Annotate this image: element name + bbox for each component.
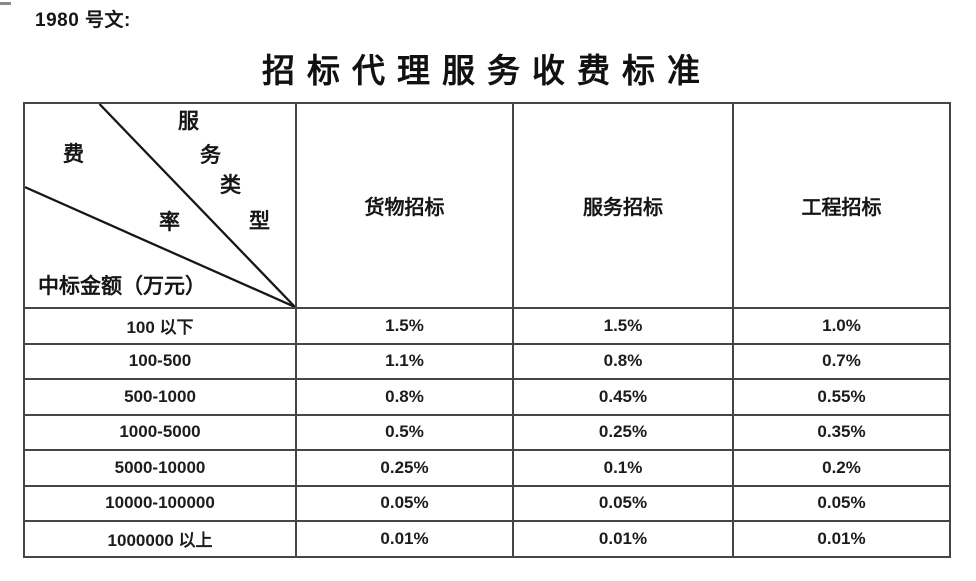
rate-cell: 0.01% (512, 520, 734, 558)
rate-cell: 0.01% (732, 520, 951, 558)
diagonal-divider-lines (26, 105, 294, 306)
rate-cell: 0.05% (295, 484, 514, 522)
table-header-row: 服 务 类 型 费 率 中标金额（万元） 货物招标 服务招标 工程招标 (23, 102, 951, 309)
corner-label-fee-rate-char: 费 (63, 142, 84, 166)
rate-cell: 0.25% (295, 449, 514, 487)
rate-cell: 0.8% (295, 378, 514, 416)
table-row: 1000000 以上 0.01% 0.01% 0.01% (23, 520, 951, 558)
rate-cell: 1.1% (295, 342, 514, 380)
fee-standard-table: 服 务 类 型 费 率 中标金额（万元） 货物招标 服务招标 工程招标 100 … (23, 102, 951, 558)
amount-range-cell: 500-1000 (23, 378, 297, 416)
page-title: 招标代理服务收费标准 (262, 54, 712, 90)
column-header-engineering-bidding: 工程招标 (732, 102, 951, 309)
doc-reference-number: 1980 号文: (35, 10, 131, 31)
table-row: 10000-100000 0.05% 0.05% 0.05% (23, 484, 951, 522)
amount-range-cell: 10000-100000 (23, 484, 297, 522)
rate-cell: 0.1% (512, 449, 734, 487)
rate-cell: 0.25% (512, 413, 734, 451)
column-header-service-bidding: 服务招标 (512, 102, 734, 309)
rate-cell: 0.55% (732, 378, 951, 416)
corner-label-service-type-char: 服 (178, 109, 199, 133)
table-row: 100 以下 1.5% 1.5% 1.0% (23, 307, 951, 345)
rate-cell: 1.5% (295, 307, 514, 345)
rate-cell: 0.2% (732, 449, 951, 487)
rate-cell: 0.8% (512, 342, 734, 380)
column-header-goods-bidding: 货物招标 (295, 102, 514, 309)
rate-cell: 0.7% (732, 342, 951, 380)
table-row: 500-1000 0.8% 0.45% 0.55% (23, 378, 951, 416)
table-corner-header: 服 务 类 型 费 率 中标金额（万元） (23, 102, 297, 309)
rate-cell: 0.5% (295, 413, 514, 451)
corner-label-bid-amount: 中标金额（万元） (38, 274, 206, 298)
rate-cell: 1.0% (732, 307, 951, 345)
table-row: 1000-5000 0.5% 0.25% 0.35% (23, 413, 951, 451)
amount-range-cell: 100 以下 (23, 307, 297, 345)
corner-label-fee-rate-char: 率 (159, 210, 180, 234)
corner-label-service-type-char: 型 (249, 209, 270, 233)
rate-cell: 0.05% (512, 484, 734, 522)
scan-artifact (0, 2, 11, 5)
amount-range-cell: 5000-10000 (23, 449, 297, 487)
rate-cell: 0.45% (512, 378, 734, 416)
rate-cell: 0.35% (732, 413, 951, 451)
amount-range-cell: 100-500 (23, 342, 297, 380)
rate-cell: 1.5% (512, 307, 734, 345)
corner-label-service-type-char: 务 (200, 143, 221, 167)
rate-cell: 0.01% (295, 520, 514, 558)
table-row: 100-500 1.1% 0.8% 0.7% (23, 342, 951, 380)
amount-range-cell: 1000000 以上 (23, 520, 297, 558)
table-row: 5000-10000 0.25% 0.1% 0.2% (23, 449, 951, 487)
corner-label-service-type-char: 类 (220, 173, 241, 197)
amount-range-cell: 1000-5000 (23, 413, 297, 451)
rate-cell: 0.05% (732, 484, 951, 522)
